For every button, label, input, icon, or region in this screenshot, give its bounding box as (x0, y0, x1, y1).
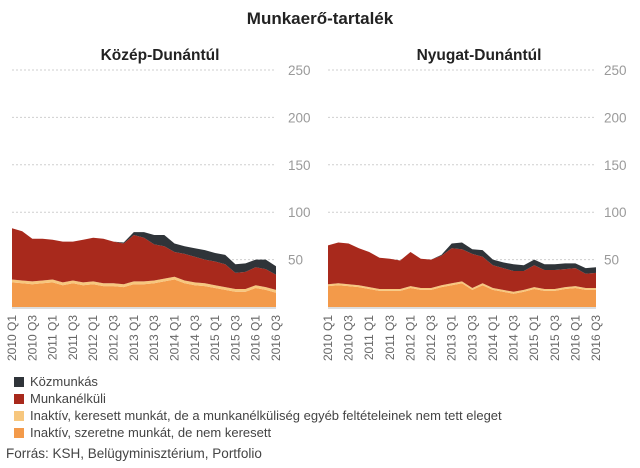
x-tick-label: 2012 Q3 (107, 315, 121, 361)
x-tick-label: 2015 Q3 (548, 315, 562, 361)
x-tick-label: 2012 Q1 (403, 315, 417, 361)
legend-label: Inaktív, szeretne munkát, de nem kereset… (30, 425, 272, 440)
x-tick-label: 2013 Q3 (147, 315, 161, 361)
legend-item-munkanelkuli: Munkanélküli (14, 390, 502, 407)
legend-label: Közmunkás (30, 374, 98, 389)
area-series (12, 276, 276, 293)
x-tick-label: 2016 Q1 (568, 315, 582, 361)
legend-swatch (14, 376, 24, 387)
x-tick-label: 2016 Q3 (589, 315, 603, 361)
y-tick-label: 50 (604, 253, 619, 268)
y-tick-label: 200 (604, 110, 627, 125)
x-tick-label: 2016 Q3 (269, 315, 283, 361)
x-tick-label: 2014 Q1 (167, 315, 181, 361)
x-tick-label: 2013 Q1 (127, 315, 141, 361)
x-tick-label: 2010 Q1 (5, 315, 19, 361)
legend-swatch (14, 427, 24, 438)
x-tick-label: 2011 Q1 (46, 315, 60, 360)
x-tick-label: 2011 Q3 (66, 315, 80, 360)
area-series (328, 281, 596, 294)
x-tick-label: 2012 Q1 (86, 315, 100, 361)
x-tick-label: 2015 Q3 (228, 315, 242, 361)
x-tick-label: 2012 Q3 (424, 315, 438, 361)
x-tick-label: 2010 Q3 (25, 315, 39, 361)
area-series (328, 242, 596, 274)
area-series (328, 283, 596, 307)
y-tick-label: 50 (288, 253, 303, 268)
legend: Közmunkás Munkanélküli Inaktív, keresett… (14, 373, 502, 441)
x-tick-label: 2014 Q1 (486, 315, 500, 361)
x-tick-label: 2010 Q1 (321, 315, 335, 361)
y-tick-label: 250 (604, 63, 627, 78)
x-tick-label: 2013 Q3 (465, 315, 479, 361)
x-tick-label: 2011 Q3 (383, 315, 397, 360)
legend-item-inaktiv-szeretne: Inaktív, szeretne munkát, de nem kereset… (14, 424, 502, 441)
legend-item-kozmunkas: Közmunkás (14, 373, 502, 390)
y-tick-label: 100 (604, 205, 627, 220)
x-tick-label: 2016 Q1 (249, 315, 263, 361)
legend-swatch (14, 410, 24, 421)
x-tick-label: 2014 Q3 (507, 315, 521, 361)
area-series (12, 228, 276, 290)
legend-swatch (14, 393, 24, 404)
y-tick-label: 100 (288, 205, 311, 220)
panel-title: Közép-Dunántúl (101, 47, 220, 64)
x-tick-label: 2015 Q1 (527, 315, 541, 361)
x-tick-label: 2011 Q1 (362, 315, 376, 360)
x-tick-label: 2015 Q1 (208, 315, 222, 361)
area-series (12, 228, 276, 275)
y-tick-label: 200 (288, 110, 311, 125)
chart-title: Munkaerő-tartalék (247, 9, 394, 28)
y-tick-label: 250 (288, 63, 311, 78)
x-tick-label: 2010 Q3 (342, 315, 356, 361)
area-series (328, 242, 596, 292)
x-tick-label: 2013 Q1 (445, 315, 459, 361)
legend-label: Munkanélküli (30, 391, 106, 406)
source-note: Forrás: KSH, Belügyminisztérium, Portfol… (6, 446, 262, 461)
y-tick-label: 150 (288, 158, 311, 173)
x-tick-label: 2014 Q3 (188, 315, 202, 361)
panel-title: Nyugat-Dunántúl (417, 47, 542, 64)
legend-item-inaktiv-keresett: Inaktív, keresett munkát, de a munkanélk… (14, 407, 502, 424)
y-tick-label: 150 (604, 158, 627, 173)
area-series (12, 279, 276, 307)
legend-label: Inaktív, keresett munkát, de a munkanélk… (30, 408, 502, 423)
